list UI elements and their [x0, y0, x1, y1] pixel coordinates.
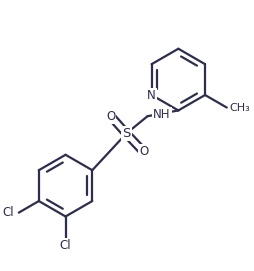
Text: CH₃: CH₃	[229, 102, 249, 112]
Text: NH: NH	[153, 108, 170, 121]
Text: Cl: Cl	[59, 239, 71, 252]
Text: O: O	[106, 110, 115, 123]
Text: N: N	[147, 89, 155, 102]
Text: Cl: Cl	[2, 206, 14, 219]
Text: S: S	[122, 127, 130, 140]
Text: O: O	[138, 145, 148, 158]
